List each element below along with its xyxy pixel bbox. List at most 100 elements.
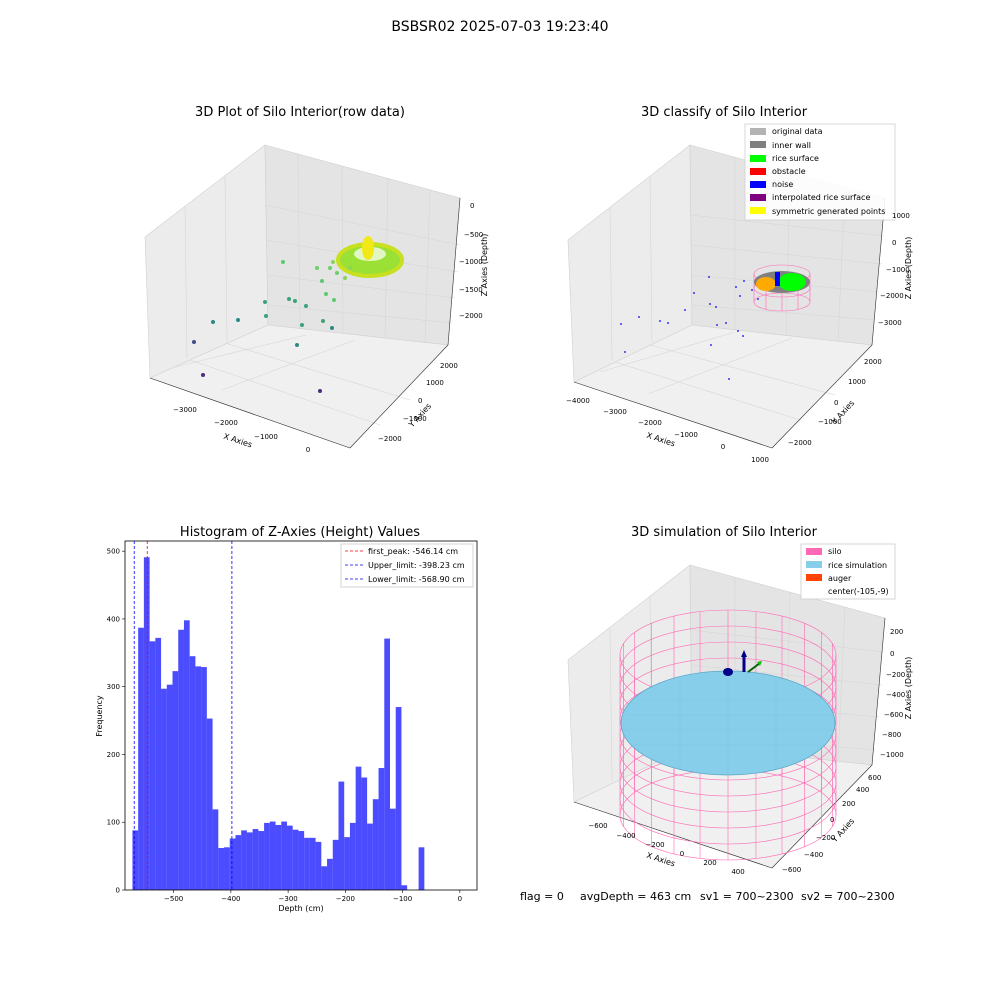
x-tick-label: −500: [164, 895, 183, 903]
svg-text:auger: auger: [828, 574, 852, 583]
classify-y-ticks: −2000 −1000 0 1000 2000: [788, 358, 882, 447]
svg-text:0: 0: [680, 850, 684, 858]
y-tick-label: 200: [107, 751, 120, 759]
svg-text:original data: original data: [772, 127, 823, 136]
raw-point: [321, 319, 325, 323]
noise-point: [620, 323, 622, 325]
raw-point: [343, 276, 347, 280]
y-tick-label: 100: [107, 819, 120, 827]
svg-text:−800: −800: [882, 731, 901, 739]
footer-sv1: sv1 = 700~2300: [700, 890, 794, 903]
svg-text:−1000: −1000: [674, 431, 698, 439]
histogram-bar: [246, 832, 253, 890]
svg-text:−200: −200: [816, 834, 835, 842]
svg-text:−2000: −2000: [214, 419, 238, 427]
noise-point: [624, 351, 626, 353]
svg-text:Lower_limit: -568.90 cm: Lower_limit: -568.90 cm: [368, 575, 465, 584]
histogram-bar: [218, 847, 225, 890]
svg-text:obstacle: obstacle: [772, 167, 806, 176]
raw-point: [328, 266, 332, 270]
status-footer: flag = 0 avgDepth = 463 cm sv1 = 700~230…: [520, 890, 895, 903]
classify-legend: original data inner wall rice surface ob…: [744, 123, 896, 221]
histogram-bar: [166, 684, 173, 890]
noise-point: [751, 289, 753, 291]
noise-point: [728, 378, 730, 380]
raw-point: [236, 318, 240, 322]
noise-point: [708, 276, 710, 278]
svg-text:−3000: −3000: [603, 408, 627, 416]
histogram-bar: [281, 821, 287, 890]
svg-text:−600: −600: [884, 711, 903, 719]
histogram-bar: [229, 838, 236, 890]
histogram-bar: [418, 847, 425, 890]
rice-surface-cluster: [778, 273, 806, 291]
svg-text:−500: −500: [464, 231, 483, 239]
raw-point: [287, 297, 291, 301]
histogram-bar: [355, 766, 362, 890]
raw-point: [331, 260, 335, 264]
svg-text:symmetric generated points: symmetric generated points: [772, 207, 885, 216]
histogram-bar: [132, 830, 139, 890]
svg-text:0: 0: [418, 397, 422, 405]
svg-text:200: 200: [703, 859, 716, 867]
raw-point: [315, 266, 319, 270]
footer-avg-depth: avgDepth = 463 cm: [580, 890, 691, 903]
raw-point: [293, 299, 297, 303]
svg-text:400: 400: [731, 868, 744, 876]
noise-point: [743, 280, 745, 282]
raw-point: [304, 304, 308, 308]
rice-simulation-surface: [620, 670, 836, 776]
legend-center-label: center(-105,-9): [828, 587, 889, 596]
histogram-bar: [195, 666, 202, 890]
histogram-y-ticks: 0 100 200 300 400 500: [107, 548, 125, 895]
svg-text:interpolated rice surface: interpolated rice surface: [772, 193, 870, 202]
svg-text:400: 400: [856, 786, 869, 794]
svg-text:rice simulation: rice simulation: [828, 561, 887, 570]
svg-text:0: 0: [470, 202, 474, 210]
histogram-bar: [344, 837, 350, 890]
histogram-bar: [183, 620, 190, 890]
svg-text:2000: 2000: [440, 362, 458, 370]
raw-point: [201, 373, 205, 377]
svg-text:Upper_limit: -398.23 cm: Upper_limit: -398.23 cm: [368, 561, 465, 570]
legend-swatch-original: [750, 128, 766, 135]
classify-panel-title: 3D classify of Silo Interior: [641, 105, 808, 120]
svg-text:−1000: −1000: [818, 418, 842, 426]
y-tick-label: 400: [107, 615, 120, 623]
histogram-x-ticks: −500 −400 −300 −200 −100 0: [164, 890, 462, 903]
svg-text:−400: −400: [616, 832, 635, 840]
classify-points: [620, 271, 810, 380]
noise-point: [742, 335, 744, 337]
noise-point: [710, 344, 712, 346]
histogram-legend: first_peak: -546.14 cm Upper_limit: -398…: [340, 543, 474, 588]
svg-text:200: 200: [890, 628, 903, 636]
svg-text:600: 600: [868, 774, 881, 782]
footer-flag: flag = 0: [520, 890, 564, 903]
noise-point: [725, 322, 727, 324]
histogram-bar: [149, 641, 156, 890]
histogram-bar: [384, 638, 391, 890]
raw-x-ticks: −3000 −2000 −1000 0: [173, 406, 310, 454]
histogram-bar: [178, 629, 184, 890]
simulation-y-ticks: −600 −400 −200 0 200 400 600: [782, 774, 881, 874]
svg-text:inner wall: inner wall: [772, 141, 811, 150]
simulation-z-label: Z Axies (Depth): [904, 657, 913, 720]
classify-z-label: Z Axies (Depth): [904, 237, 913, 300]
noise-point: [735, 286, 737, 288]
raw-z-ticks: 0 −500 −1000 −1500 −2000: [459, 202, 483, 320]
histogram-bar: [321, 866, 328, 890]
svg-text:noise: noise: [772, 180, 793, 189]
svg-text:−600: −600: [782, 866, 801, 874]
x-tick-label: −400: [221, 895, 240, 903]
noise-point: [693, 292, 695, 294]
histogram-bar: [395, 707, 402, 890]
noise-point: [739, 295, 741, 297]
raw-point: [264, 314, 268, 318]
raw-point: [263, 300, 267, 304]
histogram-reference-lines: [133, 541, 233, 890]
x-tick-label: −300: [279, 895, 298, 903]
svg-text:1000: 1000: [426, 379, 444, 387]
svg-text:silo: silo: [828, 547, 842, 556]
legend-swatch-obstacle: [750, 168, 766, 175]
svg-text:−2000: −2000: [378, 435, 402, 443]
